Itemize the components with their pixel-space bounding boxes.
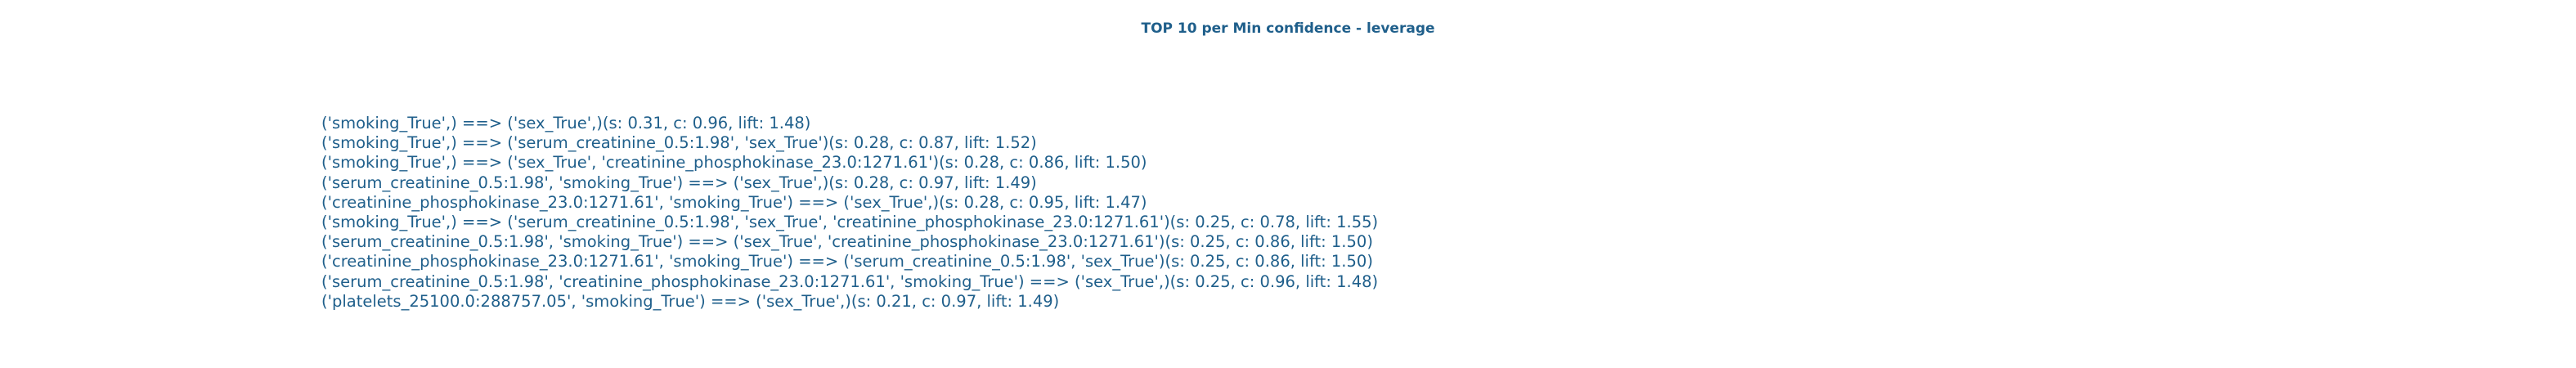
association-rules-list: ('smoking_True',) ==> ('sex_True',)(s: 0… — [321, 114, 1378, 312]
rule-line-6: ('smoking_True',) ==> ('serum_creatinine… — [321, 212, 1379, 231]
chart-title: TOP 10 per Min confidence - leverage — [1141, 20, 1435, 37]
rule-line-4: ('serum_creatinine_0.5:1.98', 'smoking_T… — [321, 173, 1037, 192]
rule-line-10: ('platelets_25100.0:288757.05', 'smoking… — [321, 291, 1060, 311]
rule-line-7: ('serum_creatinine_0.5:1.98', 'smoking_T… — [321, 232, 1373, 252]
rule-line-1: ('smoking_True',) ==> ('sex_True',)(s: 0… — [321, 114, 811, 132]
rule-line-3: ('smoking_True',) ==> ('sex_True', 'crea… — [321, 153, 1147, 173]
rule-line-5: ('creatinine_phosphokinase_23.0:1271.61'… — [321, 192, 1147, 212]
rule-line-2: ('smoking_True',) ==> ('serum_creatinine… — [321, 133, 1037, 153]
rule-line-8: ('creatinine_phosphokinase_23.0:1271.61'… — [321, 252, 1373, 272]
rule-line-9: ('serum_creatinine_0.5:1.98', 'creatinin… — [321, 272, 1379, 291]
